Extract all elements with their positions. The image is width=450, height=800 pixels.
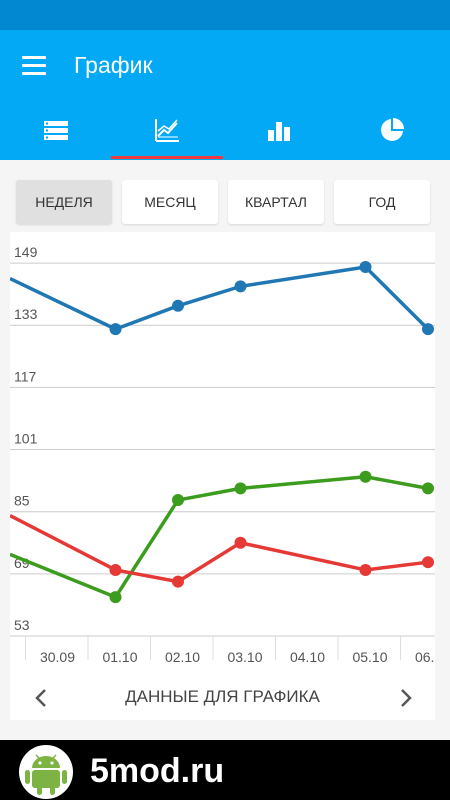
chart-data-navigator: ДАННЫЕ ДЛЯ ГРАФИКА <box>10 675 435 719</box>
period-year-button[interactable]: ГОД <box>334 180 430 224</box>
menu-button[interactable] <box>14 48 54 84</box>
page-title: График <box>74 52 153 78</box>
watermark-banner: 5mod.ru <box>0 740 450 800</box>
data-point <box>422 556 434 569</box>
y-tick-label: 117 <box>14 368 37 384</box>
data-point <box>234 280 247 293</box>
data-point <box>109 591 122 604</box>
y-tick-label: 133 <box>14 306 38 322</box>
menu-icon-bar <box>22 72 46 75</box>
menu-icon <box>22 56 46 59</box>
x-tick-label: 30.09 <box>40 649 75 665</box>
x-tick-label: 05.10 <box>352 649 387 665</box>
chevron-left-icon[interactable] <box>27 683 57 713</box>
tab-indicator <box>111 156 223 159</box>
android-logo-icon <box>19 745 73 799</box>
data-point <box>109 323 122 336</box>
watermark-text: 5mod.ru <box>90 752 225 790</box>
bar-chart-icon <box>268 122 290 141</box>
status-bar <box>0 0 450 30</box>
data-point <box>172 299 184 312</box>
data-point <box>359 470 372 483</box>
app-bar: График <box>0 30 450 160</box>
tab-bar-chart[interactable] <box>223 100 335 160</box>
list-icon <box>44 121 68 140</box>
x-tick-label: 01.10 <box>102 649 137 665</box>
y-tick-label: 149 <box>14 244 38 260</box>
tab-pie-chart[interactable] <box>336 100 448 160</box>
y-tick-label: 53 <box>14 617 30 633</box>
data-point <box>172 575 184 588</box>
menu-icon-bar <box>22 64 46 67</box>
line-chart-icon <box>155 119 179 142</box>
data-point <box>422 482 434 495</box>
period-week-button[interactable]: НЕДЕЛЯ <box>16 180 112 224</box>
data-point <box>172 494 184 507</box>
y-tick-label: 85 <box>14 493 30 509</box>
tab-list[interactable] <box>0 100 112 160</box>
y-tick-label: 101 <box>14 431 38 447</box>
data-point <box>234 536 247 549</box>
chart-card: 53 69 85 101 117 133 149 30.09 01.10 02.10 03.10 04… <box>10 232 435 720</box>
data-point <box>234 482 247 495</box>
chevron-right-icon[interactable] <box>390 683 420 713</box>
x-tick-label: 02.10 <box>165 649 200 665</box>
x-tick-label: 04.10 <box>290 649 325 665</box>
tab-line-chart[interactable] <box>111 100 223 160</box>
data-point <box>422 323 434 336</box>
period-quarter-button[interactable]: КВАРТАЛ <box>228 180 324 224</box>
period-month-button[interactable]: МЕСЯЦ <box>122 180 218 224</box>
chart-data-label[interactable]: ДАННЫЕ ДЛЯ ГРАФИКА <box>125 687 320 706</box>
data-point <box>359 563 372 576</box>
series-line <box>10 265 430 331</box>
x-tick-label: 03.10 <box>227 649 262 665</box>
x-tick-label: 06.10 <box>415 649 435 665</box>
data-point <box>359 260 372 273</box>
data-point <box>109 563 122 576</box>
series-line <box>10 514 429 584</box>
series-line <box>10 474 429 599</box>
pie-chart-icon <box>381 118 404 141</box>
